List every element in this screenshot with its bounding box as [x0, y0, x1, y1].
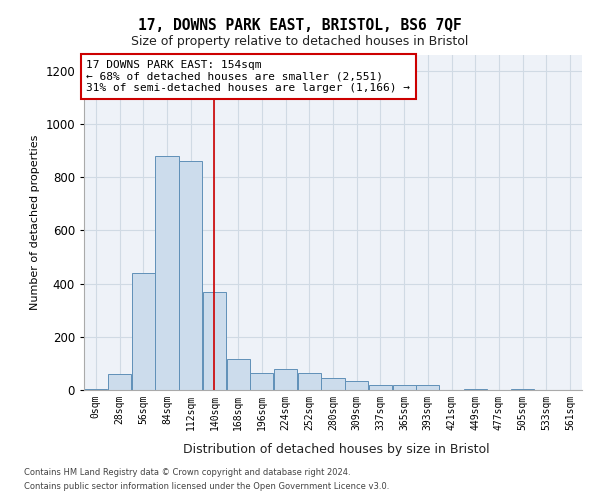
Bar	[227, 360, 250, 390]
Bar	[369, 384, 392, 390]
Y-axis label: Number of detached properties: Number of detached properties	[29, 135, 40, 310]
Text: Contains public sector information licensed under the Open Government Licence v3: Contains public sector information licen…	[24, 482, 389, 491]
Bar	[416, 384, 439, 390]
Bar	[274, 368, 297, 390]
Bar	[322, 378, 344, 390]
Bar	[203, 292, 226, 390]
Bar	[464, 388, 487, 390]
Bar	[345, 380, 368, 390]
Bar	[511, 388, 534, 390]
Text: 17, DOWNS PARK EAST, BRISTOL, BS6 7QF: 17, DOWNS PARK EAST, BRISTOL, BS6 7QF	[138, 18, 462, 32]
Text: 17 DOWNS PARK EAST: 154sqm
← 68% of detached houses are smaller (2,551)
31% of s: 17 DOWNS PARK EAST: 154sqm ← 68% of deta…	[86, 60, 410, 93]
Bar	[108, 374, 131, 390]
Bar	[85, 388, 107, 390]
Bar	[298, 372, 321, 390]
Text: Contains HM Land Registry data © Crown copyright and database right 2024.: Contains HM Land Registry data © Crown c…	[24, 468, 350, 477]
Text: Distribution of detached houses by size in Bristol: Distribution of detached houses by size …	[182, 442, 490, 456]
Bar	[250, 372, 274, 390]
Bar	[392, 384, 416, 390]
Bar	[132, 273, 155, 390]
Bar	[155, 156, 179, 390]
Text: Size of property relative to detached houses in Bristol: Size of property relative to detached ho…	[131, 35, 469, 48]
Bar	[179, 162, 202, 390]
